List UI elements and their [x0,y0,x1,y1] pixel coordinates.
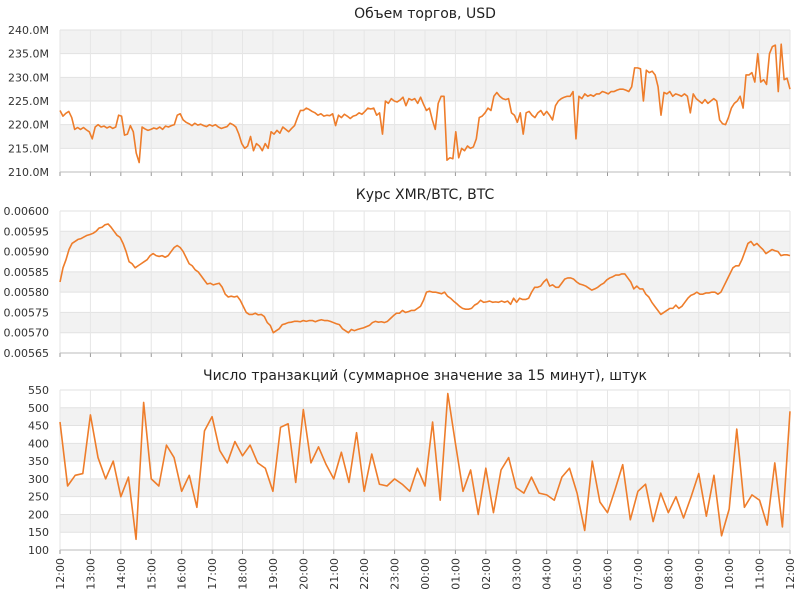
x-tick-label: 21:00 [328,558,341,590]
y-tick-label: 235.0M [8,48,49,61]
x-tick-label: 19:00 [267,558,280,590]
x-tick-label: 17:00 [206,558,219,590]
series-line [59,43,791,164]
y-tick-label: 250 [28,491,49,504]
x-tick-label: 00:00 [419,558,432,590]
x-tick-label: 22:00 [358,558,371,590]
chart-title: Объем торгов, USD [354,6,496,22]
y-tick-label: 100 [28,544,49,557]
x-tick-label: 12:00 [54,558,67,590]
y-tick-label: 220.0M [8,119,49,132]
chart-title: Курс XMR/BTC, BTC [356,187,495,203]
y-tick-label: 500 [28,402,49,415]
chart-title: Число транзакций (суммарное значение за … [203,368,647,384]
y-tick-label: 225.0M [8,95,49,108]
y-tick-label: 150 [28,526,49,539]
x-tick-label: 06:00 [602,558,615,590]
y-tick-label: 0.00575 [4,306,50,319]
y-tick-label: 0.00590 [4,246,50,259]
y-tick-label: 210.0M [8,166,49,179]
x-tick-label: 20:00 [297,558,310,590]
y-tick-label: 230.0M [8,71,49,84]
y-tick-label: 200 [28,508,49,521]
x-tick-label: 15:00 [145,558,158,590]
x-tick-label: 09:00 [693,558,706,590]
y-tick-label: 450 [28,420,49,433]
x-tick-label: 02:00 [480,558,493,590]
x-tick-label: 08:00 [662,558,675,590]
y-tick-label: 0.00565 [4,347,50,360]
series-line [59,392,791,541]
y-tick-label: 550 [28,384,49,397]
x-tick-label: 16:00 [176,558,189,590]
x-tick-label: 10:00 [723,558,736,590]
x-tick-label: 13:00 [84,558,97,590]
series-line [59,223,791,334]
y-tick-label: 215.0M [8,142,49,155]
y-tick-label: 0.00595 [4,225,50,238]
x-tick-label: 03:00 [510,558,523,590]
x-tick-label: 11:00 [754,558,767,590]
x-tick-label: 12:00 [784,558,797,590]
x-tick-label: 14:00 [115,558,128,590]
y-tick-label: 240.0M [8,24,49,37]
chart-panel-volume: 210.0M 215.0M 220.0M 225.0M 230.0M 235.0M 240.… [8,6,791,179]
x-tick-label: 18:00 [237,558,250,590]
x-tick-label: 23:00 [389,558,402,590]
chart-panel-transactions: 100 150 200 250 300 350 400 450 500 550 12:00 13:00… [28,368,797,590]
y-tick-label: 400 [28,437,49,450]
x-tick-label: 01:00 [449,558,462,590]
x-tick-label: 05:00 [571,558,584,590]
y-tick-label: 0.00570 [4,327,50,340]
y-tick-label: 0.00585 [4,266,50,279]
y-tick-label: 350 [28,455,49,468]
y-tick-label: 300 [28,473,49,486]
x-tick-label: 04:00 [541,558,554,590]
chart-panel-rate: 0.00565 0.00570 0.00575 0.00580 0.00585 0.005… [4,187,791,360]
y-tick-label: 0.00600 [4,205,50,218]
x-tick-label: 07:00 [632,558,645,590]
y-tick-label: 0.00580 [4,286,50,299]
